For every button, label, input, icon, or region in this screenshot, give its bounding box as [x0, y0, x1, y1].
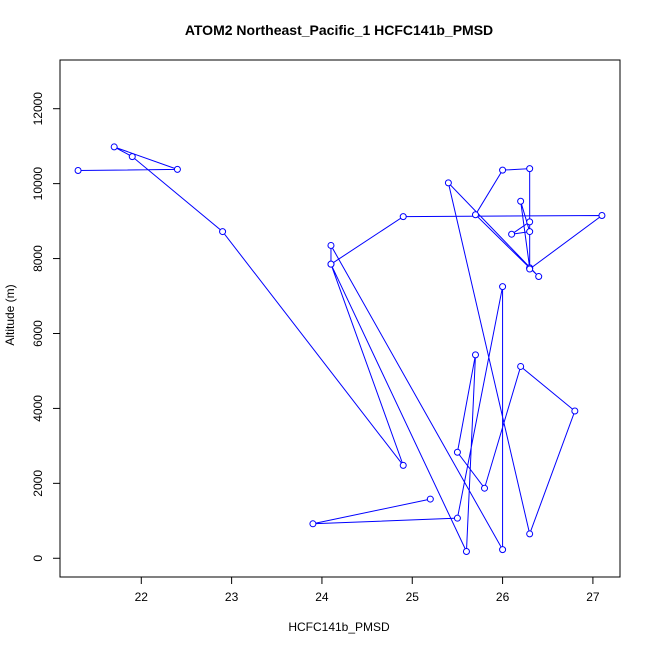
y-tick-label-3: 6000	[31, 320, 45, 347]
x-tick-label-0: 22	[135, 590, 149, 604]
data-point-12	[571, 407, 579, 415]
data-point-14	[444, 179, 452, 187]
data-point-5	[399, 461, 407, 469]
data-point-26	[598, 211, 606, 219]
y-axis: 0 2000 4000 6000 8000 10000 12000	[31, 92, 61, 562]
marker-layer	[74, 143, 606, 556]
data-point-2	[110, 143, 118, 151]
data-point-15	[535, 273, 543, 281]
y-tick-label-2: 4000	[31, 395, 45, 422]
x-tick-label-4: 26	[496, 590, 510, 604]
data-point-7	[462, 548, 470, 556]
y-axis-label: Altitude (m)	[3, 284, 17, 345]
data-point-13	[526, 530, 534, 538]
chart-title: ATOM2 Northeast_Pacific_1 HCFC141b_PMSD	[185, 22, 493, 38]
data-point-23	[508, 230, 516, 238]
data-point-4	[219, 228, 227, 236]
y-tick-label-6: 12000	[31, 92, 45, 126]
data-point-1	[173, 165, 181, 173]
x-tick-label-1: 23	[225, 590, 239, 604]
x-tick-label-2: 24	[315, 590, 329, 604]
x-tick-label-3: 25	[406, 590, 420, 604]
y-tick-label-5: 10000	[31, 167, 45, 201]
x-axis-label: HCFC141b_PMSD	[288, 620, 390, 634]
data-point-29	[327, 241, 335, 249]
data-point-10	[481, 484, 489, 492]
x-tick-label-5: 27	[586, 590, 600, 604]
data-point-24	[526, 218, 534, 226]
data-point-33	[309, 520, 317, 528]
data-point-3	[128, 153, 136, 161]
data-point-22	[526, 228, 534, 236]
data-point-34	[426, 495, 434, 503]
x-axis: 22 23 24 25 26 27	[135, 576, 600, 604]
y-tick-label-1: 2000	[31, 470, 45, 497]
data-point-9	[453, 448, 461, 456]
data-point-30	[499, 546, 507, 554]
data-point-0	[74, 167, 82, 175]
data-point-32	[453, 514, 461, 522]
data-point-19	[471, 211, 479, 219]
data-point-21	[517, 197, 525, 205]
data-point-18	[499, 166, 507, 174]
data-point-8	[471, 351, 479, 359]
data-point-11	[517, 362, 525, 370]
data-point-17	[526, 165, 534, 173]
data-point-25	[526, 265, 534, 273]
data-point-27	[399, 213, 407, 221]
y-tick-label-0: 0	[31, 555, 45, 562]
data-point-28	[327, 260, 335, 268]
y-tick-label-4: 8000	[31, 245, 45, 272]
data-point-31	[499, 283, 507, 291]
